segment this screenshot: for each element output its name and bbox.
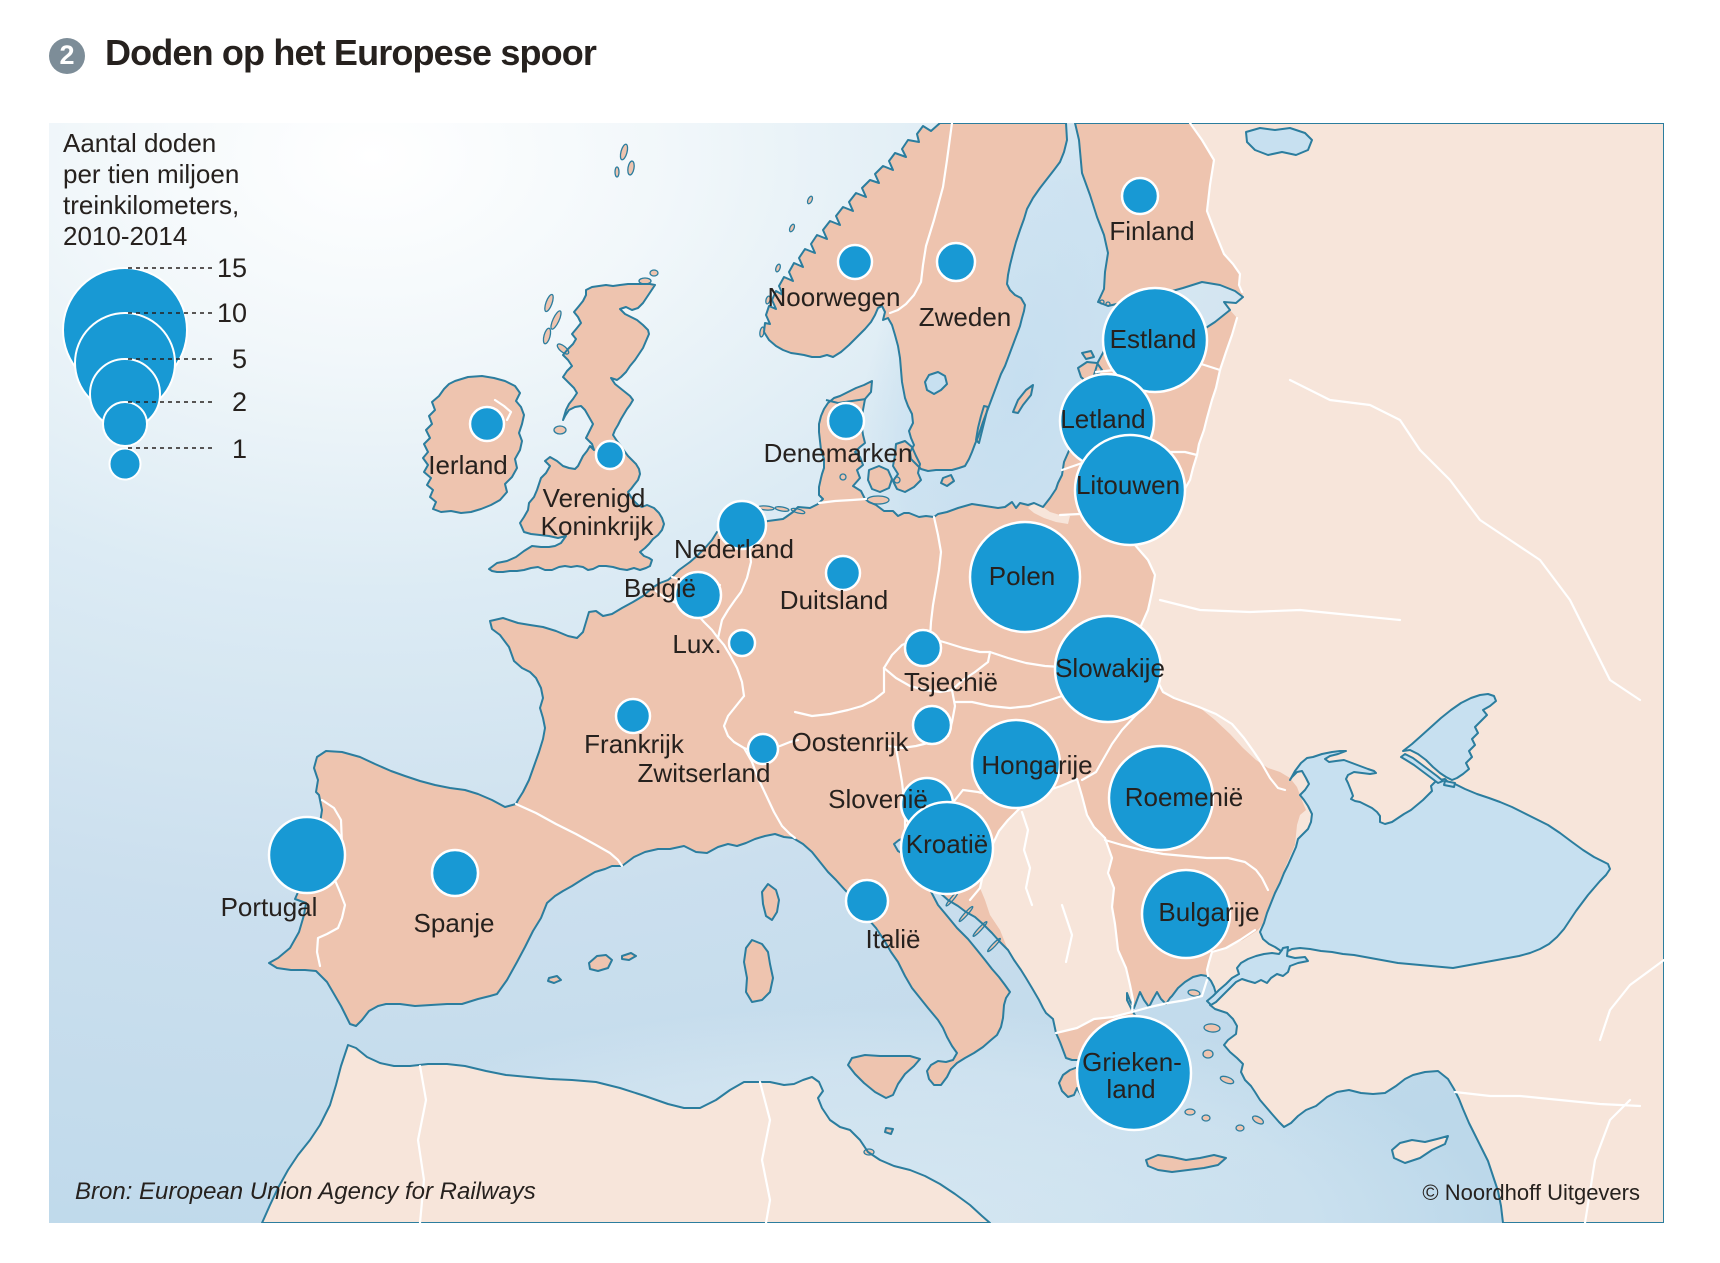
svg-text:Estland: Estland xyxy=(1110,324,1197,354)
svg-text:Zweden: Zweden xyxy=(919,302,1012,332)
svg-text:10: 10 xyxy=(217,298,247,328)
svg-text:Lux.: Lux. xyxy=(672,629,721,659)
svg-text:2: 2 xyxy=(232,387,247,417)
svg-text:2010-2014: 2010-2014 xyxy=(63,221,187,251)
svg-text:Italië: Italië xyxy=(866,924,921,954)
svg-text:Letland: Letland xyxy=(1060,404,1145,434)
svg-text:Tsjechië: Tsjechië xyxy=(904,667,998,697)
svg-text:Polen: Polen xyxy=(989,561,1056,591)
svg-text:Doden op het Europese spoor: Doden op het Europese spoor xyxy=(105,32,597,73)
svg-text:Spanje: Spanje xyxy=(414,908,495,938)
svg-text:Slovenië: Slovenië xyxy=(828,784,928,814)
svg-text:Grieken-: Grieken- xyxy=(1082,1047,1182,1077)
svg-text:Slowakije: Slowakije xyxy=(1055,653,1165,683)
svg-text:2: 2 xyxy=(59,40,74,70)
svg-text:Noorwegen: Noorwegen xyxy=(768,282,901,312)
svg-text:land: land xyxy=(1106,1074,1155,1104)
svg-text:15: 15 xyxy=(217,253,247,283)
svg-text:Nederland: Nederland xyxy=(674,534,794,564)
svg-text:Hongarije: Hongarije xyxy=(981,750,1092,780)
svg-text:Koninkrijk: Koninkrijk xyxy=(541,511,655,541)
svg-text:Frankrijk: Frankrijk xyxy=(584,729,685,759)
svg-text:Zwitserland: Zwitserland xyxy=(638,758,771,788)
svg-text:per tien miljoen: per tien miljoen xyxy=(63,159,239,189)
svg-text:Ierland: Ierland xyxy=(428,450,508,480)
svg-text:Finland: Finland xyxy=(1109,216,1194,246)
svg-text:1: 1 xyxy=(232,434,247,464)
svg-text:treinkilometers,: treinkilometers, xyxy=(63,190,239,220)
svg-text:Roemenië: Roemenië xyxy=(1125,782,1244,812)
svg-text:Denemarken: Denemarken xyxy=(764,438,913,468)
svg-text:Duitsland: Duitsland xyxy=(780,585,888,615)
svg-text:België: België xyxy=(624,573,696,603)
svg-text:Portugal: Portugal xyxy=(221,892,318,922)
svg-text:Aantal doden: Aantal doden xyxy=(63,128,216,158)
svg-text:5: 5 xyxy=(232,344,247,374)
svg-text:Bulgarije: Bulgarije xyxy=(1158,897,1259,927)
svg-text:© Noordhoff Uitgevers: © Noordhoff Uitgevers xyxy=(1422,1180,1640,1205)
svg-text:Litouwen: Litouwen xyxy=(1076,470,1180,500)
svg-text:Kroatië: Kroatië xyxy=(906,829,988,859)
svg-text:Oostenrijk: Oostenrijk xyxy=(791,727,909,757)
svg-text:Bron: European Union Agency fo: Bron: European Union Agency for Railways xyxy=(75,1178,536,1205)
svg-text:Verenigd: Verenigd xyxy=(543,483,646,513)
